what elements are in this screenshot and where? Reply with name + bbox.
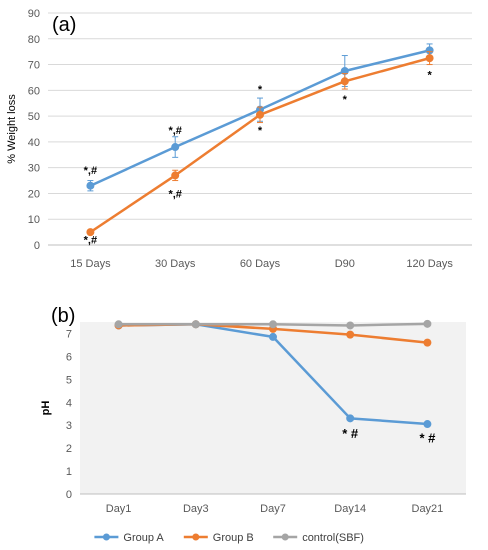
data-point [423, 420, 432, 429]
data-point [340, 77, 349, 86]
x-tick-label: 15 Days [70, 258, 111, 270]
legend-item: Group A [94, 532, 164, 544]
significance-annotation: *,# [84, 165, 97, 177]
y-tick-label: 2 [66, 443, 72, 455]
significance-annotation: * # [419, 430, 436, 445]
legend-label: Group A [123, 532, 164, 544]
series-control-sbf- [114, 319, 432, 330]
data-point [86, 228, 95, 237]
y-tick-label: 5 [66, 374, 72, 386]
y-tick-label: 80 [28, 34, 40, 46]
data-point [269, 332, 277, 341]
data-point [269, 320, 277, 329]
legend-swatch-marker [192, 533, 200, 541]
y-tick-label: 70 [28, 60, 40, 72]
significance-annotation: * [427, 70, 432, 82]
x-tick-label: D90 [335, 258, 355, 270]
legend-swatch-marker [281, 533, 289, 541]
significance-annotation: * [258, 84, 263, 96]
legend-label: Group B [213, 532, 254, 544]
y-tick-label: 60 [28, 85, 40, 97]
data-point [191, 320, 200, 329]
y-tick-label: 50 [28, 111, 40, 123]
data-point [425, 54, 434, 63]
x-tick-label: Day21 [412, 503, 444, 515]
data-point [346, 321, 355, 330]
x-tick-label: Day14 [334, 503, 366, 515]
panel-label: (a) [52, 14, 76, 36]
significance-annotation: *,# [168, 188, 181, 200]
x-tick-label: 120 Days [406, 258, 453, 270]
legend-label: control(SBF) [302, 532, 364, 544]
y-tick-label: 3 [66, 420, 72, 432]
data-point [346, 330, 355, 339]
data-point [423, 338, 432, 347]
x-tick-label: 30 Days [155, 258, 196, 270]
y-tick-label: 20 [28, 188, 40, 200]
y-axis-label: pH [40, 401, 52, 416]
significance-annotation: * [258, 125, 263, 137]
y-tick-label: 40 [28, 137, 40, 149]
panel-label: (b) [51, 305, 75, 327]
x-tick-label: Day3 [183, 503, 209, 515]
x-tick-label: 60 Days [240, 258, 281, 270]
significance-annotation: *,# [84, 235, 97, 247]
x-tick-label: Day1 [106, 503, 132, 515]
legend: Group A Group B control(SBF) [94, 532, 364, 544]
x-tick-label: Day7 [260, 503, 286, 515]
data-point [423, 319, 432, 328]
y-tick-label: 6 [66, 351, 72, 363]
data-point [114, 320, 123, 329]
significance-annotation: * # [342, 426, 359, 441]
data-point [346, 414, 355, 423]
data-point [256, 110, 264, 119]
legend-swatch-marker [102, 533, 110, 541]
data-point [171, 143, 180, 152]
series-group-b [86, 51, 434, 237]
data-point [86, 181, 95, 190]
plot-area [80, 322, 466, 494]
panel-b-chart: 0 1 2 3 4 5 6 7 Day1 Day3 Day7 Day14 Day21 pH (b) * # * … [40, 305, 466, 544]
significance-annotation: * [343, 94, 348, 106]
y-tick-label: 4 [66, 397, 72, 409]
y-tick-label: 0 [66, 489, 72, 501]
legend-item: control(SBF) [273, 532, 364, 544]
y-tick-label: 0 [34, 240, 40, 252]
y-tick-label: 90 [28, 8, 40, 20]
y-tick-label: 30 [28, 163, 40, 175]
y-axis-label: % Weight loss [6, 94, 18, 164]
data-point [171, 171, 180, 180]
panel-a-chart: 0 10 20 30 40 50 60 70 80 90 15 Days 30 Days 60 Days… [6, 8, 472, 270]
legend-item: Group B [183, 532, 254, 544]
significance-annotation: *,# [168, 125, 181, 137]
y-tick-label: 7 [66, 328, 72, 340]
y-tick-label: 10 [28, 214, 40, 226]
y-tick-label: 1 [66, 466, 72, 478]
